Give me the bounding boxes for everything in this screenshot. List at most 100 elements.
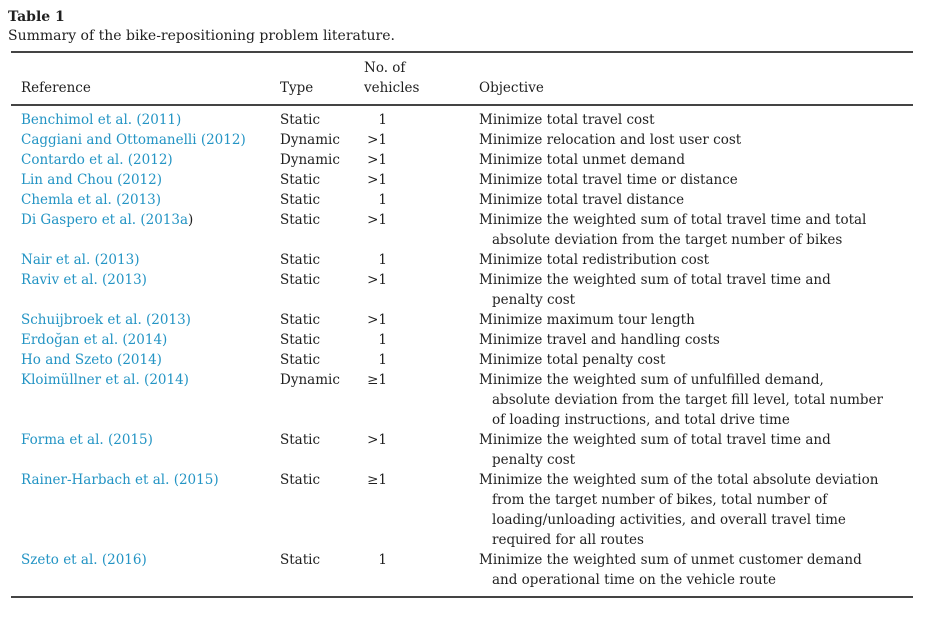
reference-link[interactable]: Lin and Chou (2012) bbox=[21, 172, 162, 188]
objective-cell: Minimize total travel cost bbox=[479, 110, 913, 130]
vehicles-cell: >1 bbox=[364, 130, 479, 150]
reference-cell: Nair et al. (2013) bbox=[21, 250, 280, 270]
vehicles-count: ≥1 bbox=[367, 472, 387, 488]
reference-link[interactable]: Benchimol et al. (2011) bbox=[21, 112, 182, 128]
vehicles-cell: >1 bbox=[364, 170, 479, 190]
type-cell: Dynamic bbox=[280, 132, 340, 148]
reference-cell: Forma et al. (2015) bbox=[21, 430, 280, 450]
reference-link[interactable]: Di Gaspero et al. (2013a bbox=[21, 212, 189, 228]
objective-line: Minimize the weighted sum of the total a… bbox=[479, 472, 879, 488]
table-row: Erdoğan et al. (2014) Static 1 Minimize tra… bbox=[21, 330, 913, 350]
table-row: Kloimüllner et al. (2014) Dynamic ≥1 Minimi… bbox=[21, 370, 913, 430]
objective-cell: Minimize total travel distance bbox=[479, 190, 913, 210]
table-body: Benchimol et al. (2011) Static 1 Minimize t… bbox=[11, 106, 913, 596]
table-bottom-rule bbox=[11, 596, 913, 598]
table-row: Lin and Chou (2012) Static >1 Minimize tota… bbox=[21, 170, 913, 190]
paper-page: Table 1 Summary of the bike-repositionin… bbox=[0, 8, 939, 620]
vehicles-count: >1 bbox=[367, 152, 387, 168]
vehicles-count: 1 bbox=[378, 552, 387, 568]
objective-cell: Minimize total penalty cost bbox=[479, 350, 913, 370]
reference-link[interactable]: Kloimüllner et al. (2014) bbox=[21, 372, 189, 388]
reference-link[interactable]: Caggiani and Ottomanelli (2012) bbox=[21, 132, 246, 148]
vehicles-cell: 1 bbox=[364, 190, 479, 210]
vehicles-cell: 1 bbox=[364, 350, 479, 370]
objective-line: Minimize the weighted sum of total trave… bbox=[479, 272, 831, 288]
column-header-type: Type bbox=[280, 80, 314, 96]
reference-cell: Caggiani and Ottomanelli (2012) bbox=[21, 130, 280, 150]
objective-line: penalty cost bbox=[492, 452, 576, 468]
table-row: Chemla et al. (2013) Static 1 Minimize tota… bbox=[21, 190, 913, 210]
objective-cell: Minimize the weighted sum of unfulfilled… bbox=[479, 370, 913, 430]
reference-link[interactable]: Chemla et al. (2013) bbox=[21, 192, 162, 208]
column-header-vehicles: No. of vehicles bbox=[364, 58, 479, 98]
objective-cell: Minimize travel and handling costs bbox=[479, 330, 913, 350]
vehicles-count: >1 bbox=[367, 172, 387, 188]
type-cell: Static bbox=[280, 172, 321, 188]
reference-link[interactable]: Szeto et al. (2016) bbox=[21, 552, 147, 568]
objective-line: Minimize total penalty cost bbox=[479, 352, 666, 368]
reference-link[interactable]: Schuijbroek et al. (2013) bbox=[21, 312, 191, 328]
objective-cell: Minimize total unmet demand bbox=[479, 150, 913, 170]
reference-link[interactable]: Ho and Szeto (2014) bbox=[21, 352, 162, 368]
objective-line: Minimize total travel distance bbox=[479, 192, 685, 208]
vehicles-count: >1 bbox=[367, 432, 387, 448]
table-label: Table 1 bbox=[8, 9, 65, 25]
type-cell: Static bbox=[280, 252, 321, 268]
vehicles-cell: >1 bbox=[364, 210, 479, 230]
type-cell: Dynamic bbox=[280, 372, 340, 388]
table-row: Benchimol et al. (2011) Static 1 Minimize t… bbox=[21, 110, 913, 130]
type-cell: Static bbox=[280, 212, 321, 228]
vehicles-count: ≥1 bbox=[367, 372, 387, 388]
vehicles-cell: ≥1 bbox=[364, 370, 479, 390]
vehicles-cell: 1 bbox=[364, 110, 479, 130]
objective-line: Minimize the weighted sum of total trave… bbox=[479, 212, 867, 228]
objective-cell: Minimize total redistribution cost bbox=[479, 250, 913, 270]
objective-line: Minimize maximum tour length bbox=[479, 312, 695, 328]
reference-link[interactable]: Contardo et al. (2012) bbox=[21, 152, 173, 168]
objective-line: Minimize travel and handling costs bbox=[479, 332, 720, 348]
objective-line: Minimize total unmet demand bbox=[479, 152, 686, 168]
reference-cell: Raviv et al. (2013) bbox=[21, 270, 280, 290]
reference-cell: Szeto et al. (2016) bbox=[21, 550, 280, 570]
reference-suffix: ) bbox=[188, 212, 194, 228]
reference-link[interactable]: Forma et al. (2015) bbox=[21, 432, 153, 448]
objective-cell: Minimize maximum tour length bbox=[479, 310, 913, 330]
objective-cell: Minimize the weighted sum of total trave… bbox=[479, 210, 913, 250]
type-cell: Dynamic bbox=[280, 152, 340, 168]
objective-line: Minimize relocation and lost user cost bbox=[479, 132, 742, 148]
table-header-rule bbox=[11, 104, 913, 106]
type-cell: Static bbox=[280, 352, 321, 368]
type-cell: Static bbox=[280, 332, 321, 348]
objective-cell: Minimize relocation and lost user cost bbox=[479, 130, 913, 150]
table-caption: Summary of the bike-repositioning proble… bbox=[8, 28, 395, 44]
vehicles-cell: 1 bbox=[364, 550, 479, 570]
vehicles-count: 1 bbox=[378, 112, 387, 128]
vehicles-count: 1 bbox=[378, 332, 387, 348]
vehicles-cell: ≥1 bbox=[364, 470, 479, 490]
reference-cell: Contardo et al. (2012) bbox=[21, 150, 280, 170]
reference-link[interactable]: Raviv et al. (2013) bbox=[21, 272, 147, 288]
table-top-rule bbox=[11, 51, 913, 53]
objective-line: and operational time on the vehicle rout… bbox=[492, 572, 776, 588]
reference-cell: Di Gaspero et al. (2013a) bbox=[21, 210, 280, 230]
type-cell: Static bbox=[280, 312, 321, 328]
reference-cell: Chemla et al. (2013) bbox=[21, 190, 280, 210]
objective-line: loading/unloading activities, and overal… bbox=[492, 512, 846, 528]
reference-link[interactable]: Rainer-Harbach et al. (2015) bbox=[21, 472, 219, 488]
column-header-vehicles-line1: No. of bbox=[364, 60, 406, 76]
objective-line: Minimize the weighted sum of unmet custo… bbox=[479, 552, 862, 568]
reference-cell: Lin and Chou (2012) bbox=[21, 170, 280, 190]
reference-link[interactable]: Erdoğan et al. (2014) bbox=[21, 332, 168, 348]
vehicles-count: >1 bbox=[367, 272, 387, 288]
vehicles-cell: 1 bbox=[364, 330, 479, 350]
type-cell: Static bbox=[280, 472, 321, 488]
objective-line: required for all routes bbox=[492, 532, 644, 548]
type-cell: Static bbox=[280, 192, 321, 208]
reference-cell: Benchimol et al. (2011) bbox=[21, 110, 280, 130]
table-row: Schuijbroek et al. (2013) Static >1 Minimiz… bbox=[21, 310, 913, 330]
literature-table: Reference Type No. of vehicles Objective… bbox=[11, 51, 913, 598]
table-row: Raviv et al. (2013) Static >1 Minimize the … bbox=[21, 270, 913, 310]
objective-cell: Minimize the weighted sum of unmet custo… bbox=[479, 550, 913, 590]
objective-cell: Minimize the weighted sum of total trave… bbox=[479, 270, 913, 310]
reference-link[interactable]: Nair et al. (2013) bbox=[21, 252, 140, 268]
